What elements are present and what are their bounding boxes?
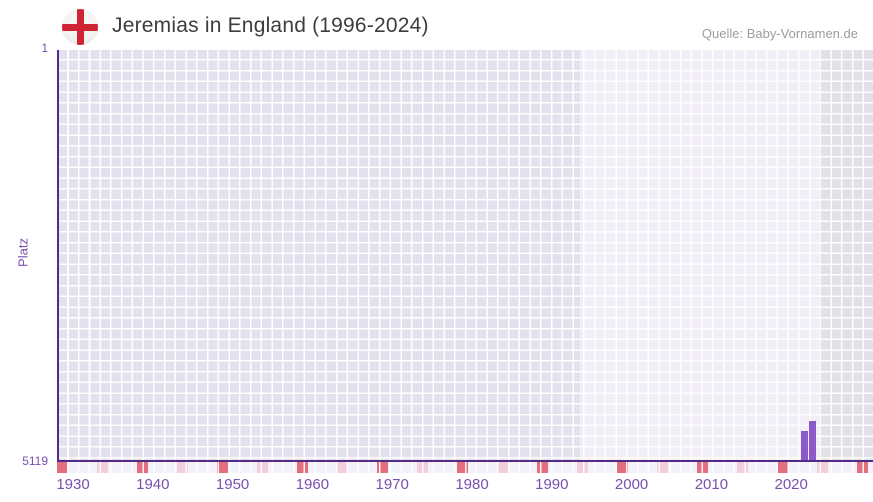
y-tick-bottom: 5119: [22, 454, 48, 468]
source-credit: Quelle: Baby-Vornamen.de: [701, 26, 858, 41]
flag-cross-horizontal: [62, 23, 98, 31]
bar-2023: [808, 421, 817, 460]
x-tick-1950: 1950: [215, 476, 250, 493]
timeline-strip-grid: [58, 461, 873, 473]
x-tick-1990: 1990: [535, 476, 569, 493]
x-axis-line: [56, 459, 873, 462]
y-axis-line: [56, 50, 59, 462]
y-tick-top: 1: [41, 41, 48, 55]
timeline-strip: [57, 461, 873, 473]
x-tick-1980: 1980: [455, 476, 489, 493]
chart-title: Jeremias in England (1996-2024): [112, 14, 429, 37]
plot-area: [58, 50, 873, 460]
grid-pattern: [58, 50, 873, 460]
england-flag-icon: [62, 9, 98, 45]
x-tick-2020: 2020: [774, 476, 808, 493]
x-tick-2010: 2010: [694, 476, 729, 493]
x-tick-1940: 1940: [136, 476, 170, 493]
y-axis-title: Platz: [15, 238, 31, 267]
x-tick-1960: 1960: [295, 476, 330, 493]
x-tick-1970: 1970: [375, 476, 409, 493]
x-tick-2000: 2000: [614, 476, 649, 493]
x-tick-1930: 1930: [56, 476, 90, 493]
bar-2022: [800, 431, 809, 460]
